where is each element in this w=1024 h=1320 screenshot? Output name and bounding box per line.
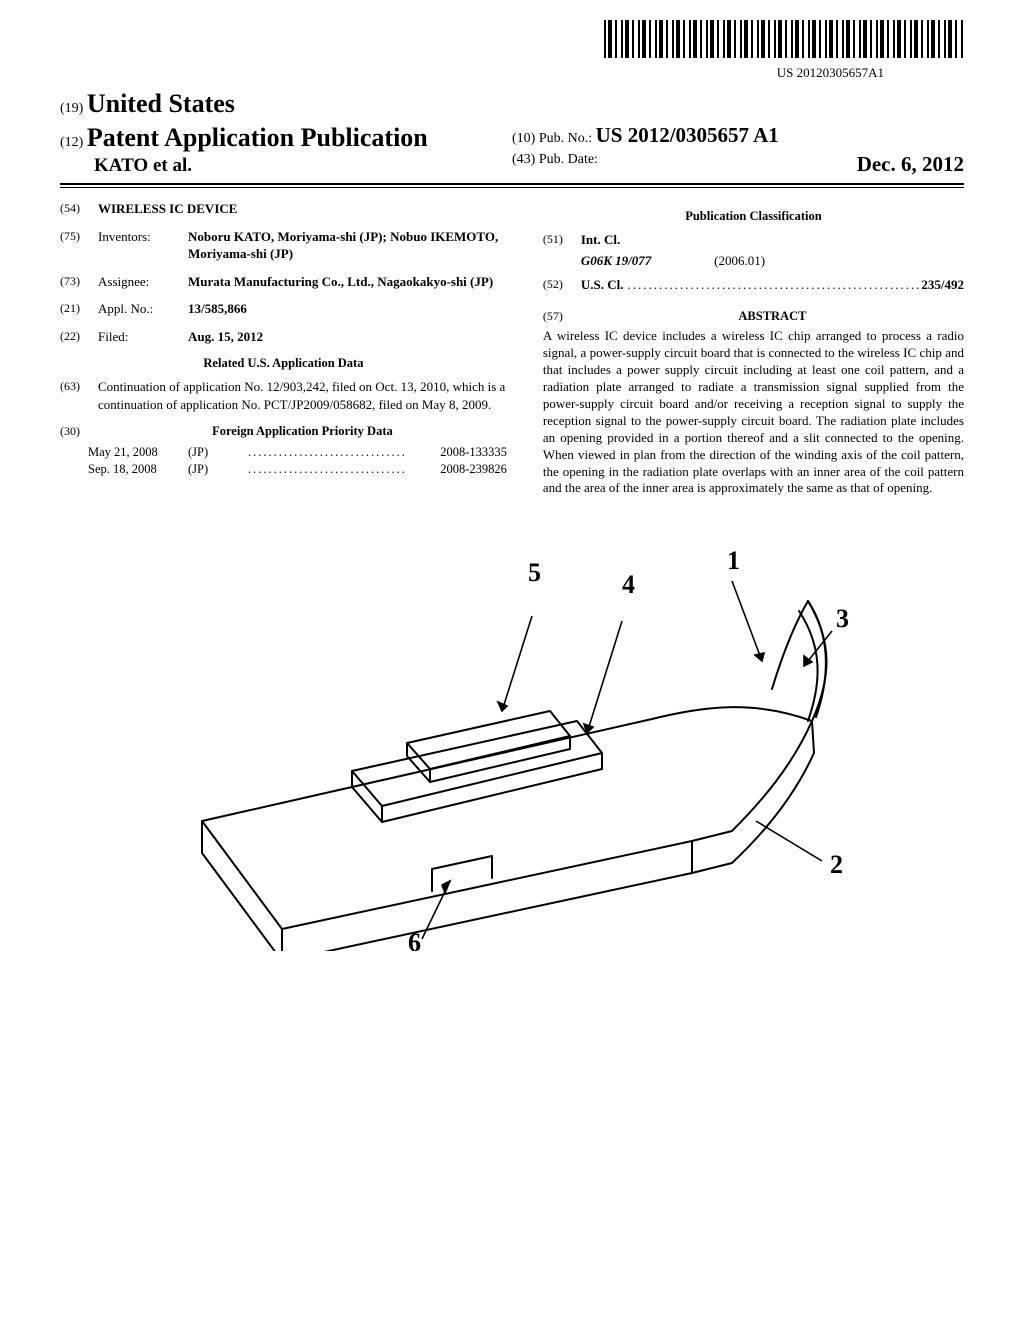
assignee-value: Murata Manufacturing Co., Ltd., Nagaokak…	[188, 274, 493, 289]
right-column: Publication Classification (51) Int. Cl.…	[543, 200, 964, 497]
barcode-graphic	[604, 20, 964, 58]
pubno-label: Pub. No.:	[539, 131, 592, 146]
priority-country: (JP)	[188, 461, 248, 478]
priority-row: Sep. 18, 2008 (JP) .....................…	[88, 461, 507, 478]
pubno-value: US 2012/0305657 A1	[596, 123, 779, 147]
inventors-value: Noboru KATO, Moriyama-shi (JP); Nobuo IK…	[188, 229, 498, 262]
priority-row: May 21, 2008 (JP) ......................…	[88, 444, 507, 461]
divider-thin	[60, 187, 964, 188]
invention-title: WIRELESS IC DEVICE	[98, 201, 237, 216]
pub-type: Patent Application Publication	[87, 123, 428, 152]
dot-leader: ...............................	[248, 444, 407, 461]
figure-label-5: 5	[528, 558, 541, 587]
abstract-text: A wireless IC device includes a wireless…	[543, 328, 964, 497]
foreign-header: Foreign Application Priority Data	[98, 423, 507, 440]
filed-label: Filed:	[98, 328, 188, 346]
country-code: (19)	[60, 101, 83, 116]
pub-type-code: (12)	[60, 135, 83, 150]
priority-country: (JP)	[188, 444, 248, 461]
classification-header: Publication Classification	[543, 208, 964, 225]
abstract-code: (57)	[543, 308, 581, 325]
biblio-columns: (54) WIRELESS IC DEVICE (75) Inventors: …	[60, 200, 964, 497]
patent-header: (19) United States (12) Patent Applicati…	[60, 89, 964, 177]
inventors-label: Inventors:	[98, 228, 188, 263]
applno-value: 13/585,866	[188, 301, 247, 316]
pubdate-label: Pub. Date:	[539, 152, 598, 167]
pubdate-code: (43)	[512, 152, 535, 167]
inventors-code: (75)	[60, 228, 98, 263]
filed-value: Aug. 15, 2012	[188, 329, 263, 344]
priority-date: May 21, 2008	[88, 444, 188, 461]
uscl-code: (52)	[543, 276, 581, 294]
abstract-header: ABSTRACT	[581, 308, 964, 325]
intcl-year: (2006.01)	[714, 253, 765, 268]
foreign-code: (30)	[60, 423, 98, 440]
priority-table: May 21, 2008 (JP) ......................…	[88, 444, 507, 478]
priority-date: Sep. 18, 2008	[88, 461, 188, 478]
divider-thick	[60, 183, 964, 185]
uscl-value: 235/492	[921, 276, 964, 294]
left-column: (54) WIRELESS IC DEVICE (75) Inventors: …	[60, 200, 507, 497]
dot-leader: ...............................	[248, 461, 407, 478]
figure-label-4: 4	[622, 570, 635, 599]
related-data-header: Related U.S. Application Data	[60, 355, 507, 372]
filed-code: (22)	[60, 328, 98, 346]
figure-label-2: 2	[830, 850, 843, 879]
patent-figure: 5 4 1 3 2 6	[60, 521, 964, 956]
priority-number: 2008-239826	[407, 461, 507, 478]
priority-number: 2008-133335	[407, 444, 507, 461]
intcl-value: G06K 19/077	[581, 252, 711, 270]
applno-label: Appl. No.:	[98, 300, 188, 318]
figure-label-1: 1	[727, 546, 740, 575]
intcl-label: Int. Cl.	[581, 232, 620, 247]
authors: KATO et al.	[94, 155, 192, 176]
intcl-code: (51)	[543, 231, 581, 249]
uscl-label: U.S. Cl.	[581, 276, 624, 294]
applno-code: (21)	[60, 300, 98, 318]
country-name: United States	[87, 89, 235, 118]
related-code: (63)	[60, 378, 98, 413]
pubno-code: (10)	[512, 131, 535, 146]
figure-svg: 5 4 1 3 2 6	[132, 521, 892, 951]
barcode-block	[60, 20, 964, 63]
dot-leader: ........................................…	[624, 276, 922, 294]
assignee-code: (73)	[60, 273, 98, 291]
assignee-label: Assignee:	[98, 273, 188, 291]
title-code: (54)	[60, 200, 98, 218]
figure-label-3: 3	[836, 604, 849, 633]
barcode-number: US 20120305657A1	[60, 65, 964, 81]
related-text: Continuation of application No. 12/903,2…	[98, 378, 507, 413]
figure-label-6: 6	[408, 928, 421, 951]
pubdate-value: Dec. 6, 2012	[857, 152, 964, 177]
